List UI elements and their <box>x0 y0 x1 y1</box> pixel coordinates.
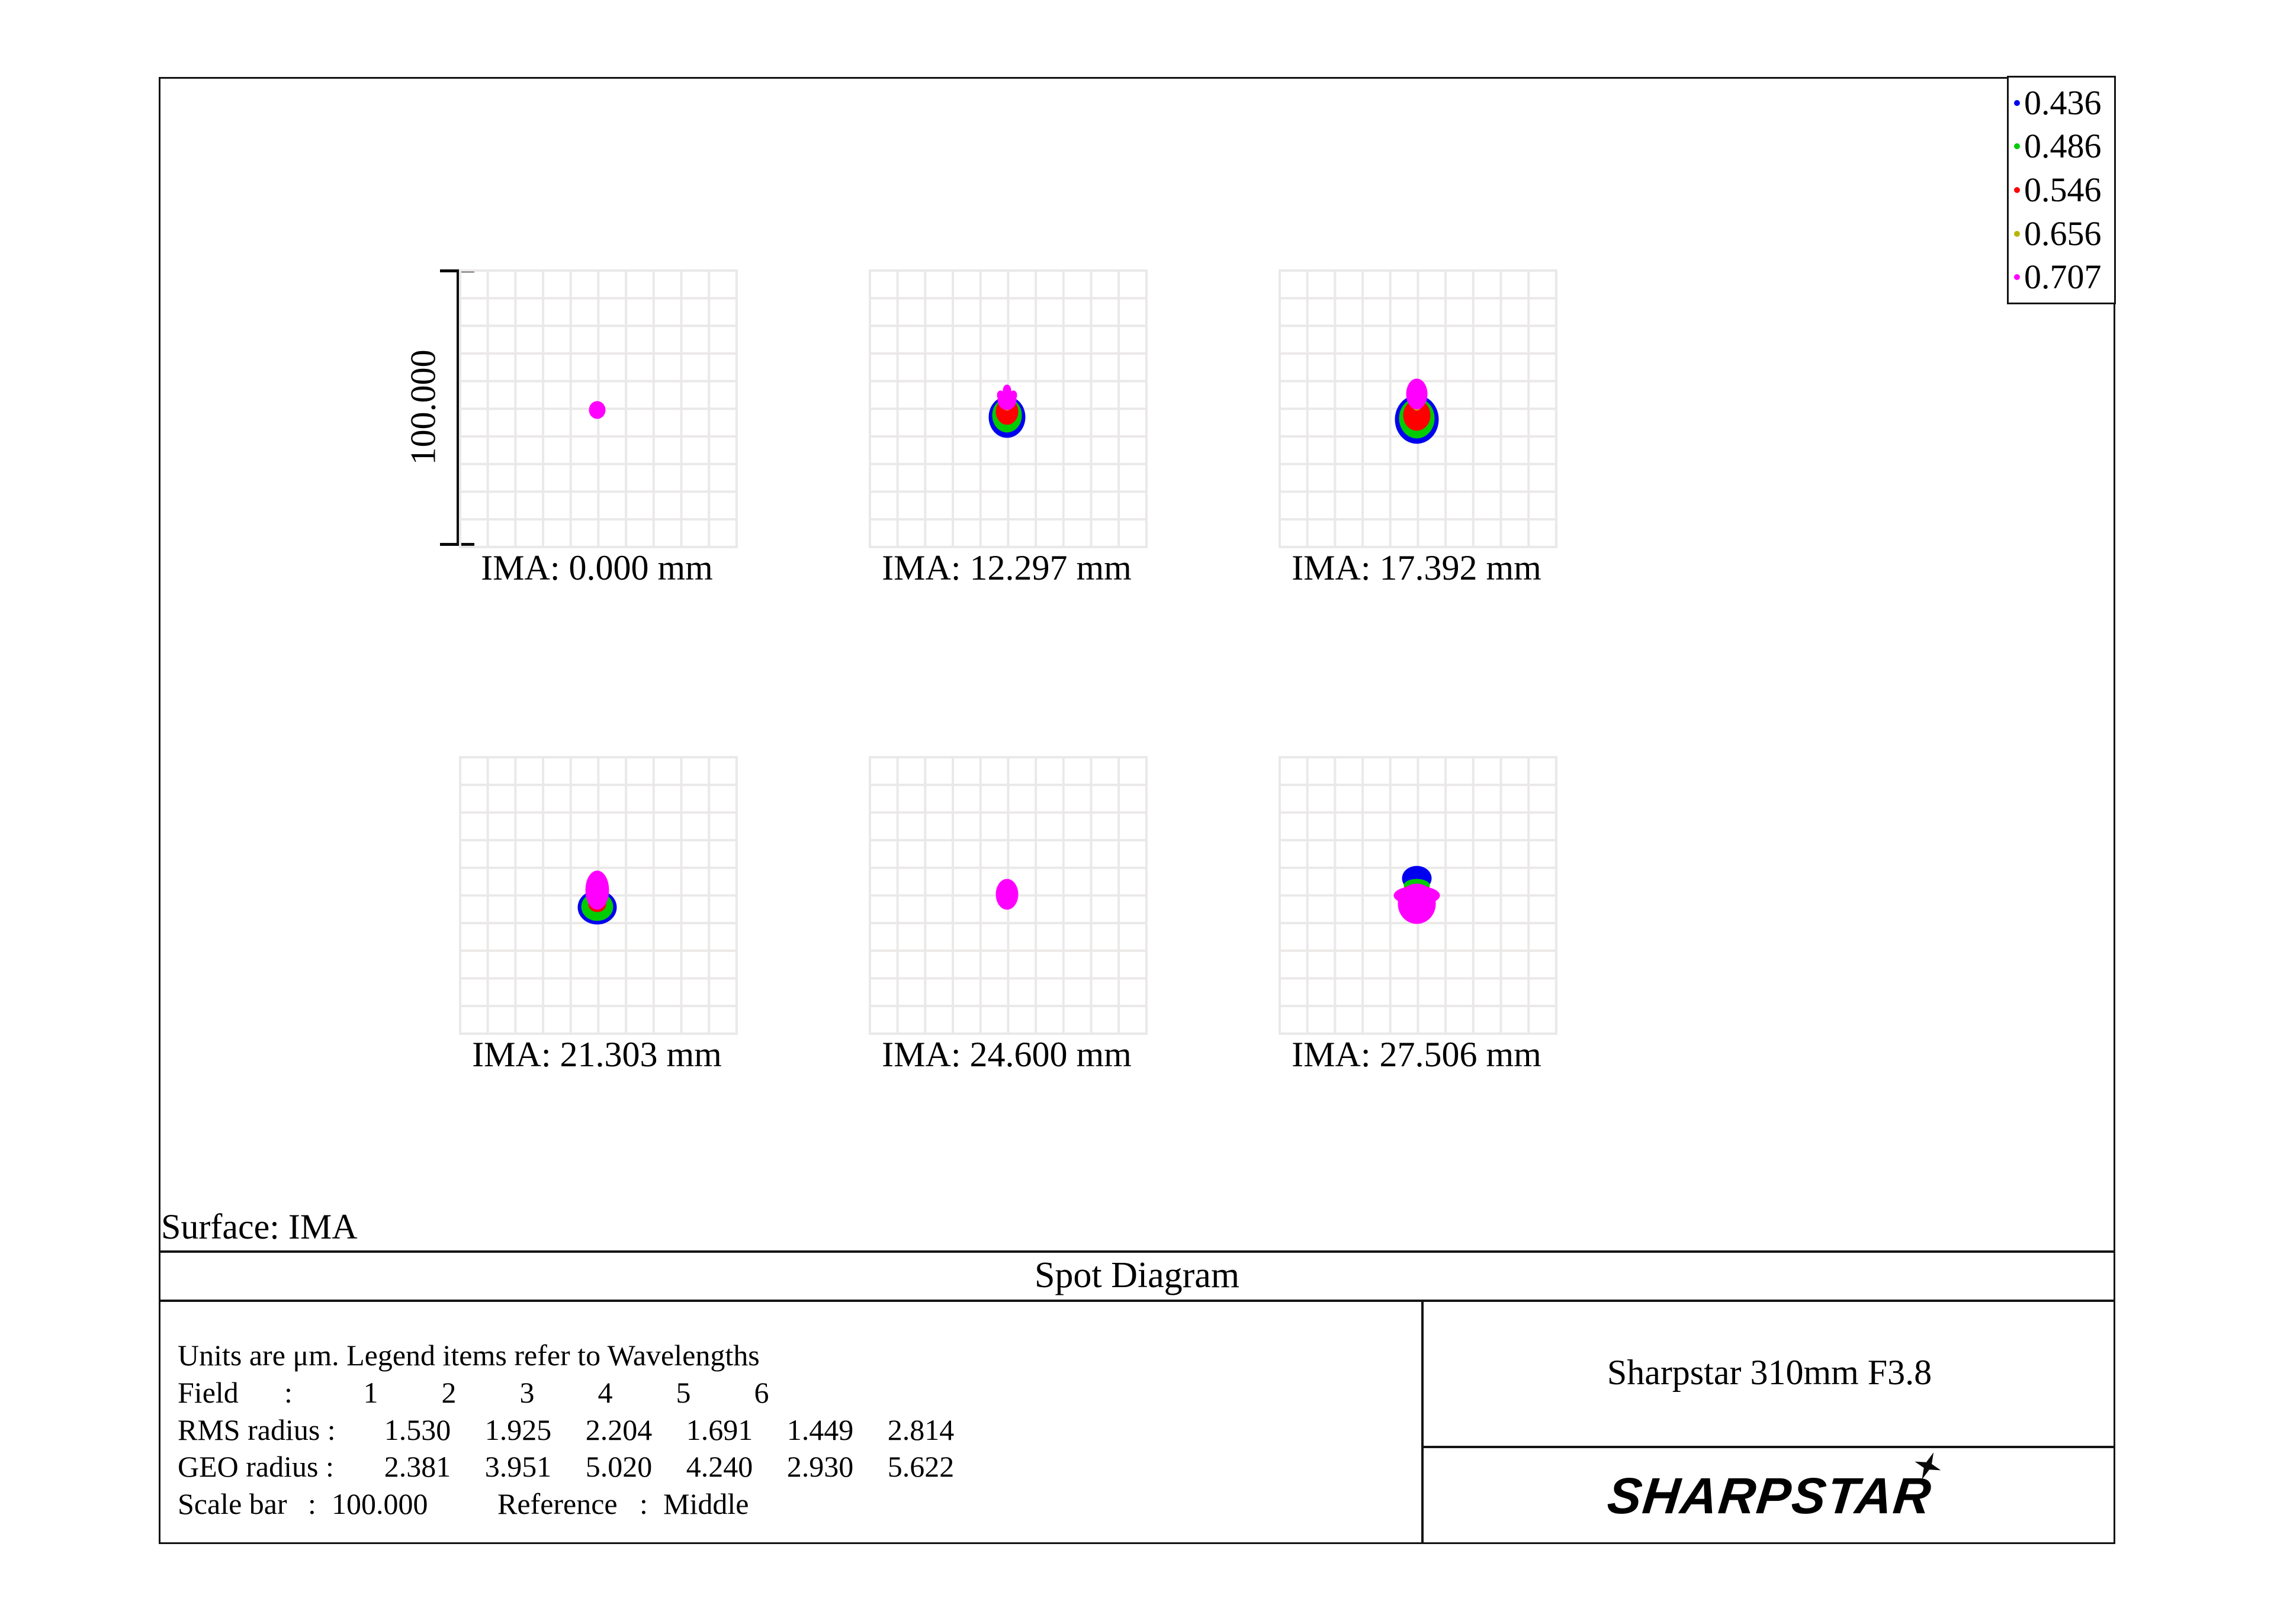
spot-panel-field-1 <box>459 269 738 548</box>
geo-value: 5.020 <box>585 1450 653 1483</box>
ima-label-field-3: IMA: 17.392 mm <box>1292 548 1541 587</box>
spot-magenta <box>589 401 606 419</box>
spot-cluster <box>988 384 1026 438</box>
legend-wavelength: 0.656 <box>2024 214 2102 253</box>
reference-value: Middle <box>663 1487 749 1520</box>
star-icon <box>1914 1452 1941 1480</box>
scale-bar-bottom-tick <box>440 543 474 546</box>
system-title-text: Sharpstar 310mm F3.8 <box>1607 1353 1932 1392</box>
legend-dot-icon <box>2014 143 2020 150</box>
field-label: Field <box>178 1376 239 1409</box>
rms-value: 1.530 <box>384 1413 451 1446</box>
ima-label-field-2: IMA: 12.297 mm <box>882 548 1132 587</box>
field-number: 2 <box>441 1376 457 1409</box>
spot-magenta <box>1010 390 1017 400</box>
spot-cluster <box>1395 378 1439 444</box>
scale-bar-stat-value: 100.000 <box>332 1487 428 1520</box>
spot-panel-field-5 <box>869 756 1148 1035</box>
geo-label: GEO radius : <box>178 1450 334 1483</box>
rms-value: 1.925 <box>484 1413 552 1446</box>
stats-geo-row: GEO radius : 2.381 3.951 5.020 4.240 2.930 5.6… <box>178 1451 971 1482</box>
divider-line <box>159 1300 2115 1302</box>
scale-bar-top-tick <box>440 269 474 272</box>
legend-dot-icon <box>2014 186 2020 193</box>
spot-red <box>1403 400 1431 431</box>
legend-item: 0.707 <box>2009 260 2114 294</box>
scale-bar-stat-label: Scale bar <box>178 1487 287 1520</box>
field-number: 1 <box>363 1376 378 1409</box>
spot-cluster <box>577 870 617 925</box>
spot-cluster <box>1393 866 1440 924</box>
legend-item: 0.436 <box>2009 83 2114 122</box>
system-title: Sharpstar 310mm F3.8 <box>1424 1300 2115 1446</box>
colon: : <box>284 1376 293 1409</box>
rms-value: 2.204 <box>585 1413 653 1446</box>
footer-vertical-divider <box>1421 1300 1424 1544</box>
rms-label: RMS radius : <box>178 1413 336 1446</box>
spot-panel-field-6 <box>1279 756 1557 1035</box>
spot-magenta <box>1398 883 1436 924</box>
spot-grid <box>869 269 1148 548</box>
rms-value: 1.691 <box>686 1413 753 1446</box>
units-text: Units are μm. Legend items refer to Wave… <box>178 1339 760 1372</box>
field-number: 5 <box>676 1376 691 1409</box>
stats-units-line: Units are μm. Legend items refer to Wave… <box>178 1339 760 1371</box>
spot-magenta <box>995 879 1019 910</box>
scale-bar-label: 100.000 <box>403 349 443 465</box>
ima-label-field-1: IMA: 0.000 mm <box>481 548 713 587</box>
spot-panel-field-3 <box>1279 269 1557 548</box>
reference-label: Reference <box>497 1487 618 1520</box>
legend-wavelength: 0.707 <box>2024 258 2102 297</box>
geo-value: 4.240 <box>686 1450 753 1483</box>
legend-wavelength: 0.486 <box>2024 127 2102 166</box>
geo-value: 2.930 <box>786 1450 854 1483</box>
rms-value: 2.814 <box>887 1413 955 1446</box>
plot-title: Spot Diagram <box>1034 1255 1240 1295</box>
spot-magenta <box>1406 378 1428 410</box>
legend-item: 0.486 <box>2009 129 2114 163</box>
spot-panel-field-2 <box>869 269 1148 548</box>
field-number: 3 <box>519 1376 535 1409</box>
spot-magenta <box>1003 384 1011 397</box>
ima-label-field-4: IMA: 21.303 mm <box>472 1035 722 1074</box>
ima-label-field-6: IMA: 27.506 mm <box>1292 1035 1541 1074</box>
divider-line <box>159 1250 2115 1253</box>
geo-value: 2.381 <box>384 1450 451 1483</box>
colon: : <box>640 1487 648 1520</box>
wavelength-legend: 0.436 0.486 0.546 0.656 0.707 <box>2007 76 2116 304</box>
legend-wavelength: 0.546 <box>2024 170 2102 209</box>
field-number: 4 <box>598 1376 613 1409</box>
stats-scale-row: Scale bar:100.000 Reference: Middle <box>178 1488 749 1520</box>
stats-field-row: Field: 1 2 3 4 5 6 <box>178 1377 801 1408</box>
spot-magenta <box>997 390 1004 400</box>
spot-cluster <box>995 879 1019 910</box>
legend-item: 0.546 <box>2009 170 2114 209</box>
spot-cluster <box>589 401 606 419</box>
rms-value: 1.449 <box>786 1413 854 1446</box>
colon: : <box>308 1487 316 1520</box>
ima-label-field-5: IMA: 24.600 mm <box>882 1035 1132 1074</box>
legend-item: 0.656 <box>2009 214 2114 253</box>
geo-value: 5.622 <box>887 1450 955 1483</box>
surface-label: Surface: IMA <box>161 1207 358 1246</box>
stats-rms-row: RMS radius : 1.530 1.925 2.204 1.691 1.449 2.8… <box>178 1414 971 1446</box>
legend-dot-icon <box>2014 230 2020 237</box>
spot-magenta <box>585 870 609 910</box>
geo-value: 3.951 <box>484 1450 552 1483</box>
legend-dot-icon <box>2014 99 2020 106</box>
spot-panel-field-4 <box>459 756 738 1035</box>
brand-logo: SHARPSTAR <box>1424 1448 2115 1544</box>
field-number: 6 <box>754 1376 769 1409</box>
titleblock-divider <box>1421 1446 2115 1448</box>
legend-dot-icon <box>2014 274 2020 281</box>
legend-wavelength: 0.436 <box>2024 83 2102 122</box>
brand-logo-text: SHARPSTAR <box>1605 1452 1941 1525</box>
scale-bar <box>457 269 460 546</box>
